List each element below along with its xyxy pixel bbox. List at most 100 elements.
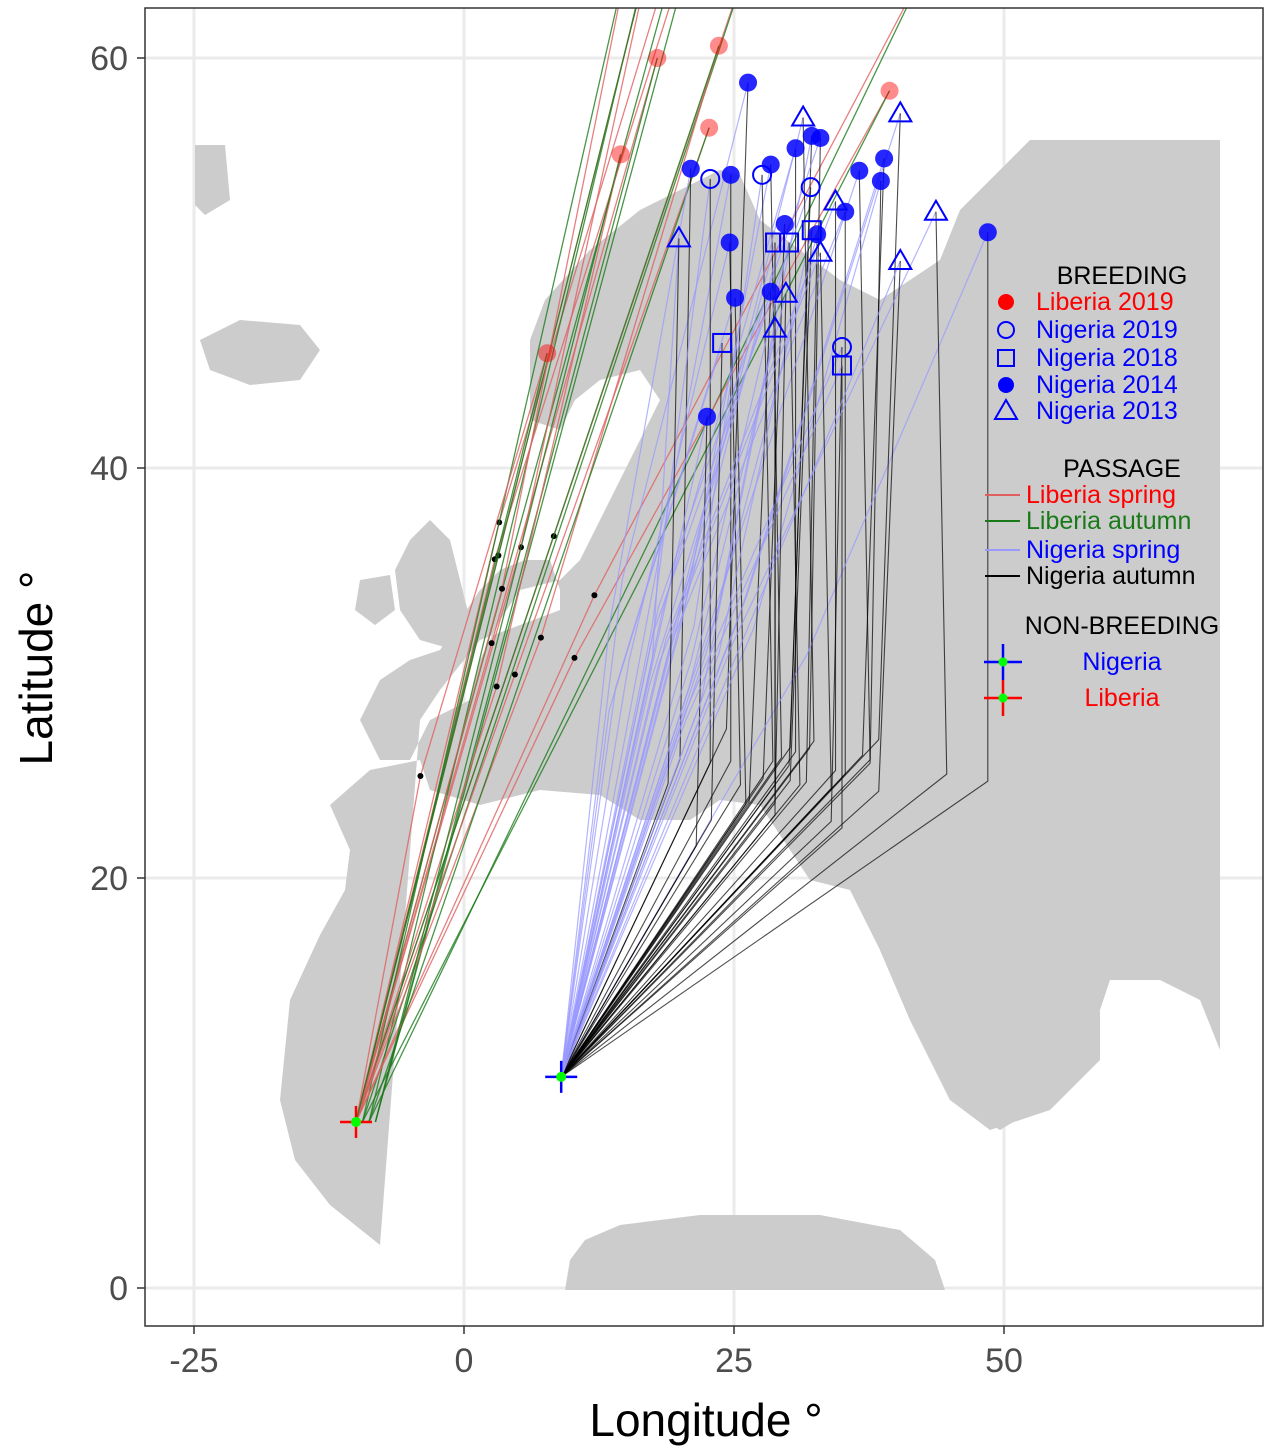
nigeria-autumn-route — [560, 252, 832, 1078]
x-tick-label: 50 — [985, 1342, 1023, 1380]
migration-routes — [355, 8, 989, 1123]
nigeria-breeding-point-2019 — [700, 168, 721, 189]
nigeria-autumn-route — [560, 242, 742, 1078]
y-tick-label: 20 — [90, 860, 128, 898]
liberia-breeding-point — [611, 145, 630, 164]
nigeria-breeding-point-2014 — [739, 73, 758, 92]
x-axis-ticks: -25 0 25 50 — [169, 1326, 1023, 1380]
liberia-breeding-point — [700, 118, 719, 137]
nigeria-breeding-point-2019 — [752, 164, 773, 185]
nigeria-breeding-point-2013 — [790, 104, 816, 127]
nigeria-breeding-point-2013 — [807, 239, 834, 262]
y-tick-label: 60 — [90, 40, 128, 78]
nigeria-breeding-point-2013 — [923, 198, 949, 221]
landmass-iceland — [200, 320, 320, 385]
legend-breeding-label: Nigeria 2019 — [1036, 316, 1178, 344]
nigeria-breeding-point-2013 — [666, 225, 692, 248]
nigeria-breeding-point-2013 — [887, 247, 914, 270]
y-tick-label: 0 — [109, 1270, 128, 1308]
liberia-autumn-route — [368, 8, 908, 1123]
nigeria-breeding-point-2014 — [720, 233, 739, 252]
nigeria-breeding-point-2014 — [761, 155, 780, 174]
nigeria-autumn-route — [560, 232, 989, 1078]
liberia-spring-stopover — [493, 683, 500, 690]
nigeria-autumn-route — [560, 347, 843, 1078]
nigeria-spring-route — [560, 342, 723, 1077]
landmass-italy — [545, 700, 650, 810]
nigeria-spring-route — [560, 346, 843, 1078]
landmass-britain — [395, 520, 470, 650]
legend-breeding-label: Nigeria 2014 — [1036, 371, 1178, 399]
legend-nonbreeding-title: NON-BREEDING — [1025, 612, 1219, 640]
nigeria-spring-route — [560, 328, 776, 1078]
nigeria-spring-route — [560, 211, 937, 1078]
liberia-autumn-route — [361, 8, 734, 1123]
nigeria-breeding-point-2013 — [762, 315, 788, 338]
panel-border — [144, 7, 1264, 1327]
nigeria-autumn-route — [560, 148, 797, 1078]
nigeria-breeding-point-2018 — [801, 220, 822, 241]
nigeria-breeding-point-2014 — [811, 128, 830, 147]
nigeria-breeding-point-2014 — [871, 172, 890, 190]
nigeria-autumn-route — [560, 201, 837, 1078]
nigeria-breeding-point-2018 — [779, 232, 800, 253]
liberia-autumn-route — [374, 8, 677, 1123]
nigeria-autumn-route — [560, 260, 901, 1078]
liberia-spring-stopover — [591, 592, 598, 599]
legend-symbol-filled-circle — [998, 294, 1014, 310]
nigeria-breeding-point-2013 — [822, 188, 849, 211]
nigeria-breeding-point-2014 — [721, 165, 740, 184]
legend-breeding-title: BREEDING — [1057, 262, 1188, 290]
x-tick-label: -25 — [169, 1342, 218, 1380]
liberia-breeding-point — [648, 49, 667, 67]
nigeria-breeding-point-2014 — [850, 161, 869, 180]
legend-breeding-label: Liberia 2019 — [1036, 288, 1174, 316]
liberia-spring-stopover — [499, 585, 506, 592]
nigeria-breeding-point-2013 — [773, 280, 799, 303]
landmass-europe-africa-asia — [565, 1215, 945, 1290]
nigeria-spring-route — [560, 260, 901, 1078]
liberia-autumn-route — [374, 154, 622, 1123]
nigeria-breeding-point-2014 — [761, 282, 780, 301]
liberia-spring-stopover — [488, 640, 495, 647]
nigeria-breeding-point-2018 — [765, 232, 786, 253]
nonbreeding-sites — [340, 1060, 578, 1138]
nigeria-autumn-route — [560, 291, 772, 1078]
x-tick-label: 0 — [455, 1342, 474, 1380]
landmass-greenland — [195, 145, 230, 215]
legend-nonbreeding-label: Liberia — [1084, 684, 1159, 712]
nigeria-breeding-point-2014 — [786, 139, 805, 158]
legend-symbol-open-square — [997, 349, 1015, 367]
nigeria-autumn-route — [560, 328, 776, 1078]
liberia-autumn-route — [361, 90, 891, 1123]
landmass-balkans-turkey — [640, 700, 890, 800]
liberia-autumn-route — [374, 57, 658, 1123]
nigeria-breeding-point-2014 — [808, 225, 827, 244]
nigeria-breeding-point-2014 — [698, 407, 716, 426]
nigeria-breeding-point-2014 — [681, 159, 700, 178]
liberia-autumn-route — [355, 45, 720, 1123]
legend-passage-label: Nigeria spring — [1026, 536, 1180, 564]
legend-breeding-label: Nigeria 2018 — [1036, 344, 1178, 372]
breeding-points — [538, 36, 997, 426]
legend-passage-label: Nigeria autumn — [1026, 562, 1196, 590]
nigeria-breeding-point-2019 — [800, 177, 821, 198]
liberia-spring-stopover — [417, 773, 424, 780]
nigeria-breeding-point-2014 — [978, 223, 997, 242]
nigeria-breeding-point-2014 — [775, 215, 794, 234]
nigeria-spring-route — [560, 252, 821, 1077]
nigeria-breeding-point-2014 — [875, 149, 894, 168]
nigeria-spring-route — [560, 113, 901, 1078]
legend-site-marker — [998, 693, 1008, 703]
site-marker — [556, 1071, 567, 1082]
nigeria-spring-route — [560, 242, 731, 1077]
nigeria-autumn-route — [560, 234, 818, 1078]
legend-passage-label: Liberia autumn — [1026, 507, 1191, 535]
legend-passage-label: Liberia spring — [1026, 481, 1176, 509]
site-marker — [351, 1116, 361, 1127]
nigeria-spring-route — [560, 242, 790, 1078]
legend-symbol-open-circle — [997, 321, 1015, 339]
nigeria-autumn-route — [560, 211, 948, 1078]
